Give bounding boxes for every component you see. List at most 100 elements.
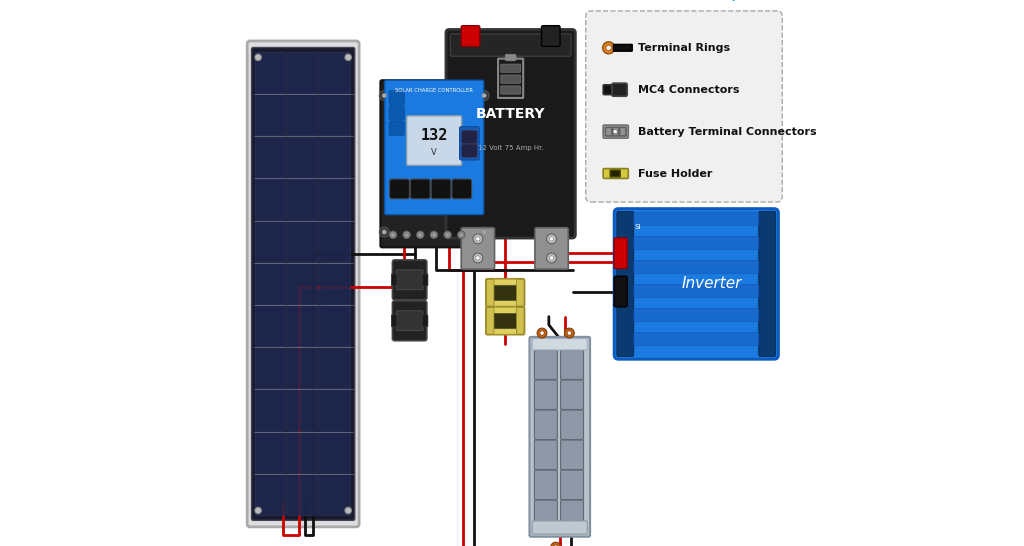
FancyBboxPatch shape [255, 179, 286, 220]
Circle shape [613, 129, 617, 134]
Text: 12 Volt 75 Amp Hr.: 12 Volt 75 Amp Hr. [478, 145, 544, 151]
FancyBboxPatch shape [532, 339, 588, 350]
FancyBboxPatch shape [535, 228, 568, 269]
Circle shape [430, 231, 437, 239]
FancyBboxPatch shape [319, 179, 350, 220]
Circle shape [479, 91, 489, 100]
FancyBboxPatch shape [288, 306, 318, 347]
FancyBboxPatch shape [462, 144, 477, 157]
FancyBboxPatch shape [389, 121, 404, 135]
FancyBboxPatch shape [613, 45, 632, 51]
Circle shape [482, 230, 486, 234]
FancyBboxPatch shape [610, 170, 621, 177]
FancyBboxPatch shape [535, 350, 557, 379]
Circle shape [391, 233, 394, 236]
Circle shape [443, 231, 452, 239]
Text: Inverter: Inverter [682, 276, 742, 292]
FancyBboxPatch shape [255, 263, 286, 305]
FancyBboxPatch shape [319, 221, 350, 262]
FancyBboxPatch shape [423, 315, 428, 327]
FancyBboxPatch shape [486, 280, 494, 306]
FancyBboxPatch shape [247, 41, 359, 527]
FancyBboxPatch shape [319, 52, 350, 93]
FancyBboxPatch shape [560, 470, 584, 500]
FancyBboxPatch shape [460, 127, 479, 160]
FancyBboxPatch shape [633, 212, 760, 225]
FancyBboxPatch shape [423, 274, 428, 286]
FancyBboxPatch shape [633, 260, 760, 274]
Circle shape [389, 231, 396, 239]
FancyBboxPatch shape [255, 52, 286, 93]
Text: MC4 Connectors: MC4 Connectors [638, 85, 739, 94]
Circle shape [603, 42, 614, 54]
Circle shape [382, 230, 386, 234]
FancyBboxPatch shape [392, 260, 427, 300]
Text: Battery Terminal Connectors: Battery Terminal Connectors [638, 127, 816, 136]
FancyBboxPatch shape [560, 500, 584, 530]
FancyBboxPatch shape [445, 29, 575, 238]
Text: Terminal Rings: Terminal Rings [638, 43, 730, 53]
FancyBboxPatch shape [288, 390, 318, 431]
Circle shape [417, 231, 424, 239]
Circle shape [476, 256, 480, 260]
Circle shape [404, 233, 409, 236]
Circle shape [476, 237, 480, 241]
FancyBboxPatch shape [392, 301, 427, 341]
FancyBboxPatch shape [614, 238, 628, 269]
FancyBboxPatch shape [614, 209, 778, 359]
Circle shape [402, 231, 411, 239]
Text: V: V [431, 148, 437, 157]
FancyBboxPatch shape [529, 337, 590, 537]
FancyBboxPatch shape [391, 315, 396, 327]
FancyBboxPatch shape [486, 307, 494, 334]
FancyBboxPatch shape [288, 221, 318, 262]
FancyBboxPatch shape [389, 106, 404, 120]
FancyBboxPatch shape [319, 306, 350, 347]
FancyBboxPatch shape [501, 75, 520, 83]
FancyBboxPatch shape [452, 179, 472, 199]
FancyBboxPatch shape [612, 127, 620, 136]
FancyBboxPatch shape [516, 280, 524, 306]
Circle shape [460, 233, 463, 236]
FancyBboxPatch shape [255, 221, 286, 262]
FancyBboxPatch shape [396, 270, 423, 290]
FancyBboxPatch shape [389, 91, 404, 105]
FancyBboxPatch shape [501, 64, 520, 72]
FancyBboxPatch shape [391, 274, 396, 286]
Circle shape [606, 45, 611, 51]
FancyBboxPatch shape [759, 211, 776, 357]
FancyBboxPatch shape [252, 48, 354, 520]
FancyBboxPatch shape [255, 474, 286, 515]
Circle shape [419, 233, 422, 236]
FancyBboxPatch shape [485, 278, 524, 307]
FancyBboxPatch shape [516, 307, 524, 334]
Circle shape [564, 328, 574, 338]
FancyBboxPatch shape [288, 94, 318, 136]
FancyBboxPatch shape [255, 137, 286, 178]
Circle shape [540, 331, 544, 335]
FancyBboxPatch shape [535, 470, 557, 500]
Circle shape [550, 256, 554, 260]
Circle shape [255, 507, 261, 514]
Circle shape [482, 93, 486, 98]
FancyBboxPatch shape [586, 11, 782, 202]
FancyBboxPatch shape [255, 348, 286, 389]
Circle shape [547, 234, 556, 244]
Circle shape [379, 91, 389, 100]
FancyBboxPatch shape [535, 500, 557, 530]
FancyBboxPatch shape [490, 313, 519, 329]
Circle shape [445, 233, 450, 236]
FancyBboxPatch shape [288, 52, 318, 93]
FancyBboxPatch shape [380, 80, 488, 247]
FancyBboxPatch shape [603, 125, 629, 138]
Text: Fuse Holder: Fuse Holder [638, 169, 712, 179]
FancyBboxPatch shape [633, 308, 760, 322]
Text: 132: 132 [421, 128, 447, 144]
FancyBboxPatch shape [560, 350, 584, 379]
FancyBboxPatch shape [385, 80, 483, 215]
FancyBboxPatch shape [390, 179, 410, 199]
FancyBboxPatch shape [319, 263, 350, 305]
FancyBboxPatch shape [560, 380, 584, 410]
FancyBboxPatch shape [535, 410, 557, 440]
FancyBboxPatch shape [255, 390, 286, 431]
